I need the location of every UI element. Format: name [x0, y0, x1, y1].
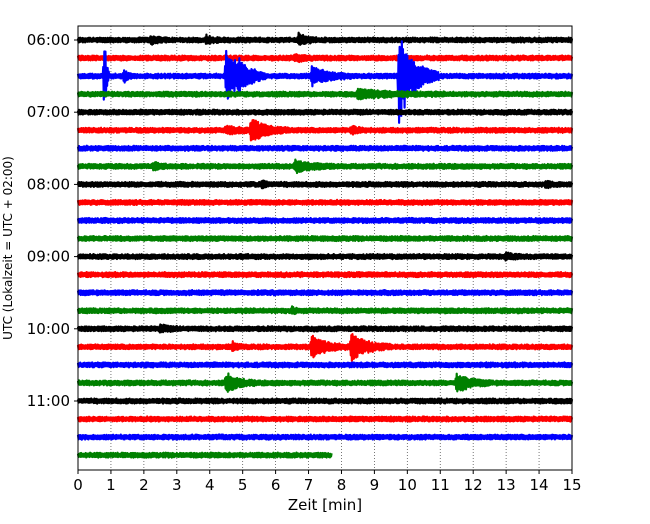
trace-1115 [76, 415, 574, 423]
trace-0630 [76, 40, 574, 124]
trace-1130 [76, 433, 574, 441]
y-tick-label-0600: 06:00 [27, 31, 70, 49]
y-tick-label-0800: 08:00 [27, 175, 70, 193]
trace-0730 [76, 144, 574, 152]
trace-0715 [76, 119, 574, 142]
x-tick-label-3: 3 [172, 476, 182, 494]
x-tick-label-10: 10 [398, 476, 417, 494]
x-tick-label-14: 14 [530, 476, 549, 494]
x-tick-label-11: 11 [431, 476, 450, 494]
y-tick-label-0900: 09:00 [27, 248, 70, 266]
trace-1145 [76, 451, 333, 459]
x-tick-label-0: 0 [73, 476, 83, 494]
trace-0930 [76, 289, 574, 297]
x-tick-label-12: 12 [464, 476, 483, 494]
trace-1000 [76, 323, 574, 334]
trace-1015 [76, 333, 574, 362]
trace-0830 [76, 216, 574, 225]
x-tick-label-6: 6 [271, 476, 281, 494]
x-tick-label-15: 15 [562, 476, 581, 494]
trace-0900 [76, 251, 574, 262]
trace-1030 [76, 361, 574, 369]
y-axis-label: UTC (Lokalzeit = UTC + 02:00) [1, 156, 15, 340]
trace-0800 [76, 179, 574, 190]
trace-0645 [76, 87, 574, 101]
trace-0915 [76, 270, 574, 279]
trace-0745 [76, 158, 574, 175]
trace-1100 [76, 397, 574, 405]
grid-layer [110, 26, 540, 470]
trace-0615 [76, 53, 574, 64]
y-tick-label-0700: 07:00 [27, 103, 70, 121]
y-tick-label-1100: 11:00 [27, 392, 70, 410]
y-tick-label-1000: 10:00 [27, 320, 70, 338]
x-tick-label-13: 13 [497, 476, 516, 494]
trace-0945 [76, 305, 574, 316]
trace-0845 [76, 234, 574, 243]
x-tick-label-4: 4 [205, 476, 215, 494]
x-tick-label-9: 9 [370, 476, 380, 494]
trace-layer [76, 31, 574, 459]
x-tick-label-5: 5 [238, 476, 248, 494]
trace-0700 [76, 108, 574, 116]
x-tick-label-8: 8 [337, 476, 347, 494]
trace-0600 [76, 31, 574, 46]
x-tick-label-7: 7 [304, 476, 314, 494]
x-axis-label: Zeit [min] [288, 496, 362, 514]
trace-0815 [76, 198, 574, 207]
plot-frame [77, 25, 573, 471]
x-tick-label-1: 1 [106, 476, 116, 494]
axis-layer: 0 1 2 3 4 5 6 7 8 9 10 11 12 13 14 1506:0007:0008:0009:… [27, 31, 582, 494]
trace-1045 [76, 372, 574, 393]
x-tick-label-2: 2 [139, 476, 149, 494]
